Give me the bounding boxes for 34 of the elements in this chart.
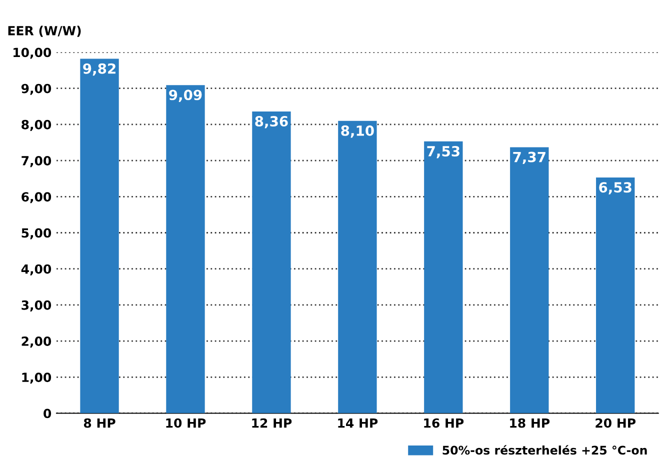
bar (596, 178, 635, 414)
bar (424, 141, 463, 414)
y-tick-label: 6,00 (22, 192, 52, 204)
x-tick-label: 16 HP (424, 418, 464, 428)
x-tick-label: 20 HP (596, 418, 636, 428)
y-tick-label: 7,00 (22, 156, 52, 168)
y-tick-label: 4,00 (21, 264, 52, 276)
data-label: 9,09 (169, 90, 202, 102)
y-axis-title: EER (W/W) (8, 26, 81, 37)
legend-label: 50%-os részterhelés +25 °C-on (442, 445, 647, 455)
y-tick-label: 0 (44, 408, 52, 418)
y-tick-label: 2,00 (22, 336, 52, 348)
y-tick-label: 9,00 (21, 84, 52, 95)
y-tick-label: 8,00 (22, 120, 52, 131)
x-tick-label: 18 HP (510, 418, 550, 428)
bar (338, 120, 377, 414)
bar (166, 85, 205, 414)
x-tick-label: 14 HP (338, 418, 378, 428)
data-label: 8,36 (255, 116, 288, 128)
data-label: 7,53 (427, 146, 460, 158)
data-label: 6,53 (599, 182, 632, 194)
x-tick-label: 8 HP (84, 418, 116, 428)
bar (510, 147, 549, 414)
data-label: 9,82 (83, 63, 116, 76)
bar (80, 58, 119, 414)
y-tick-label: 5,00 (22, 228, 52, 240)
y-tick-label: 10,00 (14, 48, 52, 59)
x-tick-label: 10 HP (166, 418, 206, 428)
data-label: 8,10 (341, 125, 374, 138)
data-label: 7,37 (513, 152, 546, 164)
y-tick-label: 3,00 (22, 300, 52, 312)
y-tick-label: 1,00 (22, 372, 52, 384)
bar (252, 111, 291, 414)
x-tick-label: 12 HP (252, 418, 292, 428)
